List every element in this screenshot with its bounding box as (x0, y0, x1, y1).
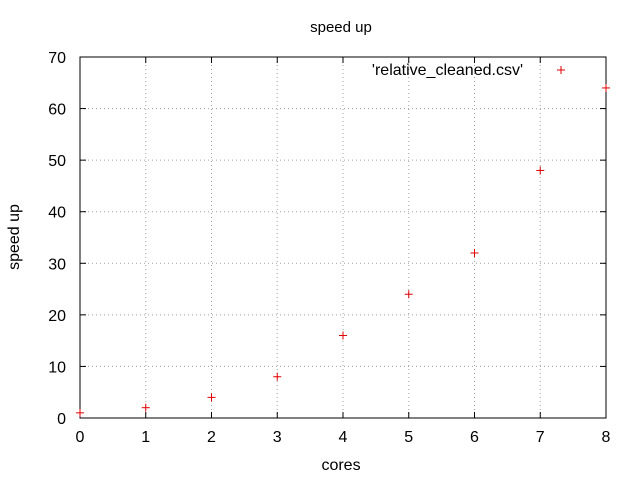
x-axis-label: cores (321, 457, 360, 474)
x-tick-label: 3 (273, 429, 282, 446)
x-tick-label: 7 (536, 429, 545, 446)
x-tick-label: 5 (404, 429, 413, 446)
y-tick-label: 0 (57, 411, 66, 428)
y-tick-label: 60 (48, 102, 66, 119)
legend-label: 'relative_cleaned.csv' (372, 62, 523, 79)
chart-title: speed up (310, 19, 372, 36)
data-point (404, 290, 413, 299)
data-point (470, 248, 479, 257)
legend-marker (557, 66, 565, 74)
legend: 'relative_cleaned.csv' (372, 62, 565, 79)
data-point (207, 393, 216, 402)
x-tick-label: 2 (207, 429, 216, 446)
y-tick-label: 30 (48, 256, 66, 273)
x-tick-label: 0 (76, 429, 85, 446)
legend-marker-plus (557, 66, 565, 74)
data-point (141, 403, 150, 412)
grid (80, 57, 606, 418)
x-tick-label: 1 (141, 429, 150, 446)
y-tick-label: 10 (48, 359, 66, 376)
x-tick-label: 8 (602, 429, 611, 446)
data-point (536, 166, 545, 175)
y-tick-labels: 0 10 20 30 40 50 60 70 (48, 50, 66, 428)
y-tick-label: 40 (48, 205, 66, 222)
x-tick-labels: 0 1 2 3 4 5 6 7 8 (76, 429, 611, 446)
data-point (602, 83, 610, 92)
y-tick-label: 20 (48, 308, 66, 325)
y-tick-label: 70 (48, 50, 66, 67)
tick-marks (79, 56, 607, 419)
data-points (76, 83, 610, 417)
data-point (339, 331, 347, 340)
x-tick-label: 6 (470, 429, 479, 446)
y-axis-label: speed up (6, 204, 23, 270)
y-tick-label: 50 (48, 153, 66, 170)
data-point (76, 408, 84, 417)
x-tick-label: 4 (339, 429, 348, 446)
data-point (273, 372, 282, 381)
